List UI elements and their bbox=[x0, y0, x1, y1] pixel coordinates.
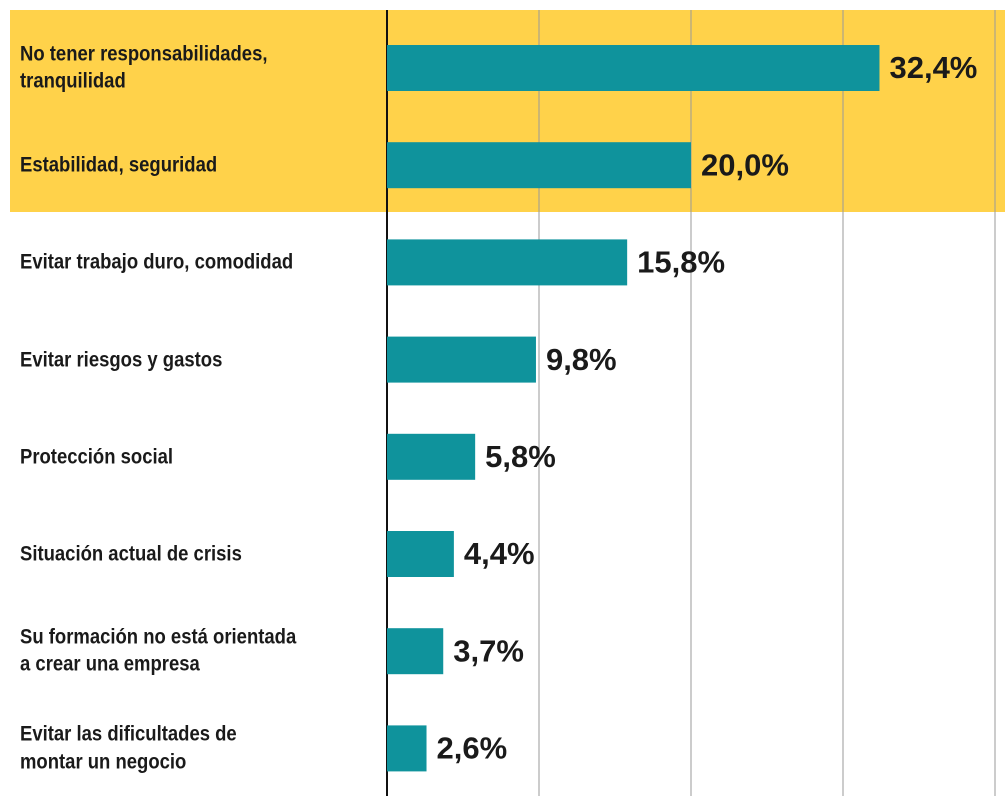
category-label: Evitar riesgos y gastos bbox=[20, 347, 223, 371]
bar bbox=[387, 433, 476, 480]
bar bbox=[387, 336, 536, 383]
category-label: Evitar las dificultades de montar un neg… bbox=[20, 723, 237, 774]
bar bbox=[387, 45, 880, 91]
bar bbox=[387, 239, 628, 286]
value-label: 3,7% bbox=[453, 633, 524, 668]
value-label: 5,8% bbox=[485, 439, 556, 474]
bar bbox=[387, 628, 444, 675]
value-label: 15,8% bbox=[637, 245, 725, 280]
value-label: 9,8% bbox=[546, 342, 617, 377]
value-label: 32,4% bbox=[889, 50, 977, 85]
value-label: 2,6% bbox=[437, 731, 508, 766]
value-label: 4,4% bbox=[464, 536, 535, 571]
category-label: No tener responsabilidades, tranquilidad bbox=[20, 42, 268, 93]
category-label: Situación actual de crisis bbox=[20, 542, 242, 566]
bar bbox=[387, 531, 454, 577]
value-label: 20,0% bbox=[701, 147, 789, 182]
category-label: Estabilidad, seguridad bbox=[20, 153, 218, 177]
category-label: Protección social bbox=[20, 445, 174, 469]
category-label: Evitar trabajo duro, comodidad bbox=[20, 250, 294, 274]
bar bbox=[387, 725, 427, 772]
bar bbox=[387, 142, 691, 189]
category-label: Su formación no está orientada a crear u… bbox=[20, 625, 297, 677]
